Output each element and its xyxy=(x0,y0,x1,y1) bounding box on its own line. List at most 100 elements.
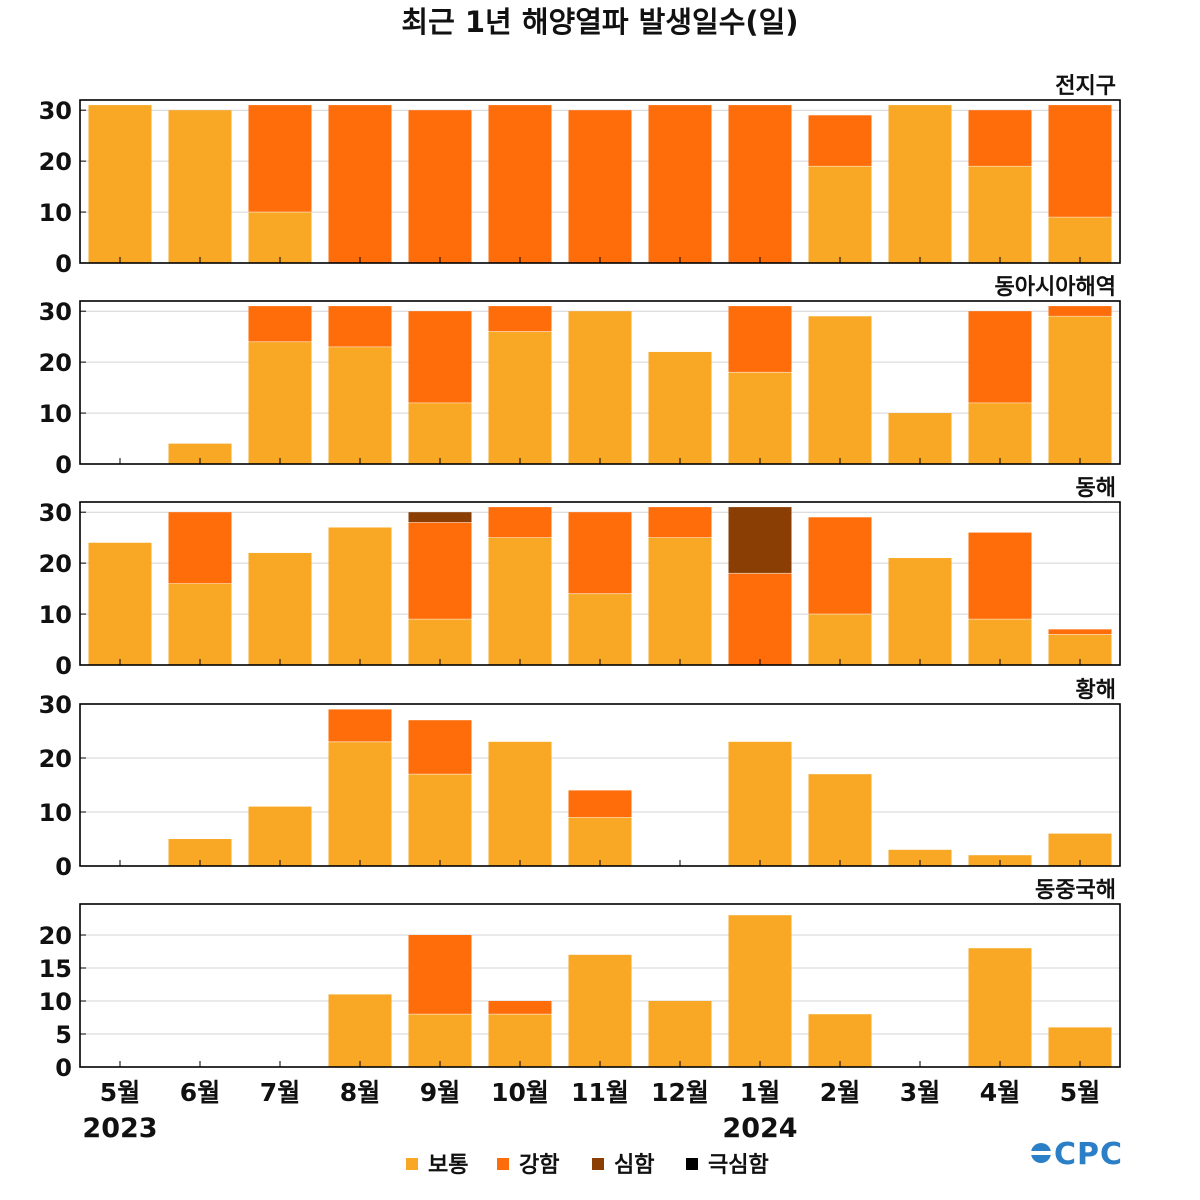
chart-panels: 0 10 20 30 전지구 0 10 20 30 동아시아해역 0 10 20 30 동해 0 10 20 30 황… xyxy=(39,74,1121,1082)
bar-segment-보통 xyxy=(888,105,952,263)
bar-segment-강함 xyxy=(728,573,792,665)
panel-title: 전지구 xyxy=(1055,74,1116,99)
panel-frame xyxy=(79,501,1121,666)
cpc-logo: CPC xyxy=(1031,1137,1123,1172)
bar-segment-강함 xyxy=(488,306,552,332)
bar-segment-보통 xyxy=(568,593,632,665)
bar-segment-보통 xyxy=(888,558,952,665)
bar-segment-강함 xyxy=(1048,105,1112,218)
bar-segment-보통 xyxy=(488,537,552,665)
x-tick-label: 10월 xyxy=(491,1078,549,1107)
bar-segment-강함 xyxy=(648,507,712,538)
bar-segment-보통 xyxy=(568,817,632,866)
bar-segment-보통 xyxy=(328,994,392,1067)
bar-segment-보통 xyxy=(808,774,872,866)
logo-wave-icon xyxy=(1031,1151,1051,1155)
y-tick-label: 0 xyxy=(55,250,72,278)
x-tick-label: 2월 xyxy=(820,1078,860,1107)
y-tick-label: 30 xyxy=(39,499,72,527)
bar-segment-강함 xyxy=(968,110,1032,167)
bar-segment-강함 xyxy=(728,105,792,263)
bar-segment-보통 xyxy=(408,1014,472,1067)
y-tick-label: 10 xyxy=(39,601,72,629)
x-tick-label: 5월 xyxy=(100,1078,140,1107)
bar-segment-보통 xyxy=(248,552,312,665)
panel-frame xyxy=(79,99,1121,264)
bar-segment-보통 xyxy=(968,948,1032,1067)
panel-title: 동중국해 xyxy=(1035,878,1116,903)
bar-segment-보통 xyxy=(648,1001,712,1067)
bar-segment-강함 xyxy=(488,507,552,538)
legend-swatch xyxy=(406,1158,418,1170)
bar-segment-강함 xyxy=(168,512,232,584)
bar-segment-보통 xyxy=(808,316,872,464)
bar-segment-보통 xyxy=(168,583,232,665)
y-tick-label: 0 xyxy=(55,451,72,479)
bar-segment-보통 xyxy=(248,212,312,263)
bar-segment-보통 xyxy=(808,614,872,665)
bar-segment-보통 xyxy=(88,542,152,665)
x-axis: 5월 6월 7월 8월 9월 10월 11월 12월 1월 2월 3월 4월 5월 2023 2024 xyxy=(82,1078,1100,1144)
bar-segment-강함 xyxy=(728,306,792,373)
bar-segment-보통 xyxy=(968,166,1032,263)
y-tick-label: 10 xyxy=(39,988,72,1016)
bar-segment-강함 xyxy=(408,935,472,1015)
y-tick-label: 30 xyxy=(39,298,72,326)
y-tick-label: 15 xyxy=(39,955,72,983)
bar-segment-강함 xyxy=(328,709,392,742)
y-tick-label: 20 xyxy=(39,922,72,950)
panel-frame xyxy=(79,903,1121,1068)
bar-segment-보통 xyxy=(168,443,232,464)
bar-segment-보통 xyxy=(488,741,552,866)
panel-4: 0 10 20 30 황해 xyxy=(39,678,1121,881)
legend-label: 극심함 xyxy=(708,1153,769,1178)
x-tick-label: 5월 xyxy=(1060,1078,1100,1107)
bar-segment-강함 xyxy=(328,105,392,263)
bar-segment-보통 xyxy=(568,311,632,464)
legend-swatch xyxy=(686,1158,698,1170)
panel-frame xyxy=(79,703,1121,867)
bar-segment-보통 xyxy=(728,741,792,866)
bar-segment-심함 xyxy=(728,507,792,574)
logo-text: CPC xyxy=(1054,1137,1123,1172)
bar-segment-보통 xyxy=(328,346,392,464)
bar-segment-강함 xyxy=(968,532,1032,620)
y-tick-label: 10 xyxy=(39,799,72,827)
bar-segment-강함 xyxy=(408,720,472,775)
bar-segment-보통 xyxy=(808,166,872,263)
legend-swatch xyxy=(497,1158,509,1170)
bar-segment-보통 xyxy=(88,105,152,263)
bar-segment-강함 xyxy=(648,105,712,263)
bar-segment-강함 xyxy=(328,306,392,347)
y-tick-label: 30 xyxy=(39,97,72,125)
legend-swatch xyxy=(592,1158,604,1170)
bar-segment-보통 xyxy=(728,915,792,1067)
legend-label: 강함 xyxy=(519,1153,559,1178)
y-tick-label: 10 xyxy=(39,199,72,227)
bar-segment-보통 xyxy=(568,954,632,1067)
bar-segment-보통 xyxy=(408,774,472,866)
bar-segment-보통 xyxy=(648,537,712,665)
x-tick-label: 3월 xyxy=(900,1078,940,1107)
bar-segment-강함 xyxy=(968,311,1032,403)
y-tick-label: 5 xyxy=(55,1021,72,1049)
bar-segment-보통 xyxy=(728,372,792,464)
bar-segment-강함 xyxy=(568,110,632,263)
bar-segment-보통 xyxy=(328,741,392,866)
bar-segment-보통 xyxy=(248,806,312,866)
bar-segment-보통 xyxy=(648,351,712,464)
bar-segment-보통 xyxy=(248,341,312,464)
x-tick-label: 7월 xyxy=(260,1078,300,1107)
y-tick-label: 20 xyxy=(39,550,72,578)
bar-segment-강함 xyxy=(1048,629,1112,635)
bar-segment-심함 xyxy=(408,512,472,523)
x-tick-label: 12월 xyxy=(651,1078,709,1107)
bar-segment-강함 xyxy=(408,311,472,403)
bar-segment-강함 xyxy=(568,790,632,818)
x-tick-label: 11월 xyxy=(571,1078,629,1107)
bar-segment-강함 xyxy=(488,105,552,263)
bar-segment-보통 xyxy=(1048,217,1112,263)
year-label: 2023 xyxy=(82,1113,157,1144)
x-tick-label: 9월 xyxy=(420,1078,460,1107)
bar-segment-강함 xyxy=(808,115,872,167)
